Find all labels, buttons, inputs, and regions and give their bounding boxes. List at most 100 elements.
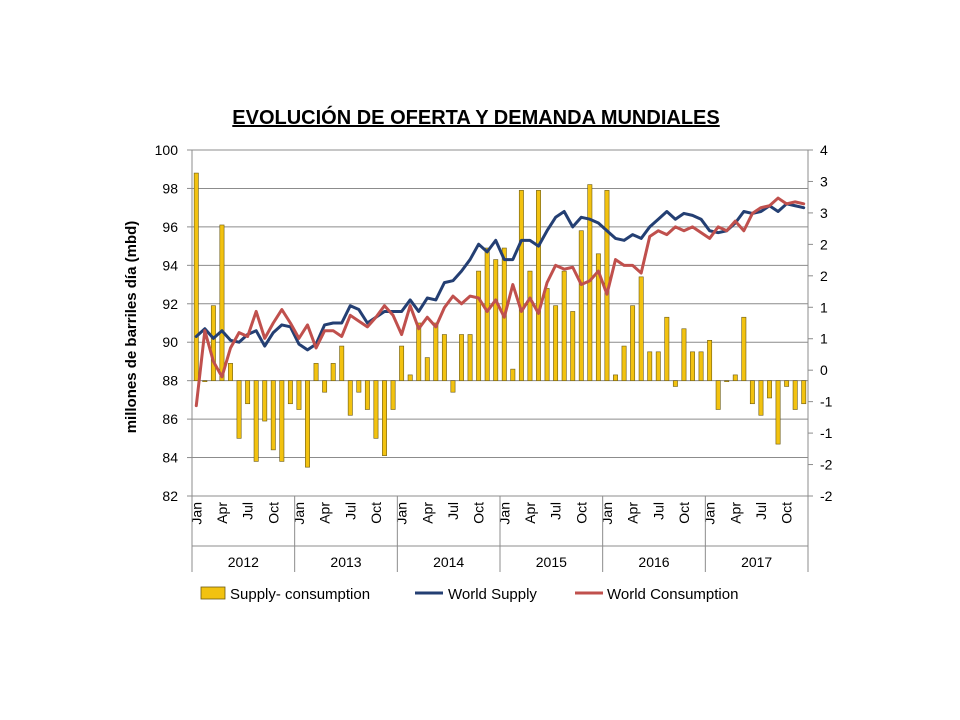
world-consumption-line [194, 196, 806, 408]
bar [305, 380, 310, 468]
y2-tick-label: 1 [820, 299, 828, 315]
x-month-label: Jan [188, 502, 204, 525]
bar [296, 380, 302, 410]
x-month-label: Oct [676, 502, 692, 524]
bar [322, 380, 328, 393]
bar [724, 380, 730, 382]
bar [630, 305, 636, 381]
year-label: 2012 [228, 554, 259, 570]
bar [476, 270, 482, 381]
bar [459, 334, 464, 381]
bar [749, 380, 755, 405]
x-month-label: Apr [419, 502, 435, 524]
bar [621, 345, 627, 381]
bar [364, 380, 370, 410]
x-month-label: Oct [779, 502, 795, 524]
bar [245, 380, 251, 405]
bar [655, 351, 661, 381]
x-month-label: Jan [291, 502, 307, 525]
bar [202, 380, 208, 382]
x-month-label: Jan [394, 502, 410, 525]
y2-tick-label: -1 [820, 394, 833, 410]
bar [484, 247, 490, 381]
x-month-label: Apr [214, 502, 230, 524]
bar [467, 334, 473, 381]
x-month-label: Oct [265, 502, 281, 524]
x-month-label: Oct [368, 502, 384, 524]
y-tick-label: 90 [162, 334, 178, 350]
bar [613, 374, 618, 381]
bar [801, 380, 807, 405]
bar [767, 380, 772, 399]
bar [390, 380, 396, 410]
year-label: 2013 [330, 554, 361, 570]
bar [347, 380, 353, 416]
x-month-label: Apr [317, 502, 333, 524]
bar [450, 380, 456, 393]
y-tick-label: 82 [162, 488, 178, 504]
bar [775, 380, 781, 445]
y-tick-label: 84 [162, 450, 178, 466]
legend-label: Supply- consumption [230, 586, 370, 603]
x-month-label: Jan [496, 502, 512, 525]
x-month-label: Apr [522, 502, 538, 524]
bar [270, 380, 276, 451]
bar [330, 363, 336, 381]
bar [784, 380, 790, 387]
bar [570, 311, 576, 381]
x-month-label: Oct [573, 502, 589, 524]
y2-tick-label: 4 [820, 142, 828, 158]
y2-tick-label: 2 [820, 236, 828, 252]
bar [193, 172, 199, 381]
x-month-label: Jul [753, 502, 769, 520]
legend-label: World Consumption [607, 586, 738, 603]
bar [228, 363, 233, 381]
bar [647, 351, 653, 381]
x-month-label: Jul [240, 502, 256, 520]
bar [287, 380, 293, 405]
bar [373, 380, 379, 439]
y-tick-label: 92 [162, 296, 178, 312]
bar [399, 345, 405, 381]
bar [382, 380, 387, 456]
bar [638, 276, 644, 381]
bar [262, 380, 268, 422]
year-label: 2016 [638, 554, 669, 570]
bar [236, 380, 242, 439]
bar [681, 328, 687, 381]
x-month-label: Jul [445, 502, 461, 520]
bar [578, 230, 584, 381]
y2-tick-label: -1 [820, 425, 833, 441]
gridlines [192, 149, 808, 497]
bar [424, 357, 430, 381]
y-tick-label: 86 [162, 411, 178, 427]
bar [553, 305, 559, 381]
y2-tick-label: 0 [820, 362, 828, 378]
bar [313, 363, 319, 381]
bar [219, 224, 225, 381]
legend-label: World Supply [448, 586, 537, 603]
bar-series [193, 172, 807, 468]
bar [664, 316, 670, 381]
x-month-label: Oct [471, 502, 487, 524]
y2-tick-label: 3 [820, 173, 828, 189]
year-label: 2015 [536, 554, 567, 570]
legend-swatch-bar [200, 586, 226, 600]
bar [732, 374, 738, 381]
x-month-label: Jul [548, 502, 564, 520]
bar [416, 322, 422, 381]
bar [672, 380, 678, 387]
bar [758, 380, 764, 416]
world-supply-line [194, 202, 806, 352]
bar [339, 345, 345, 381]
bar [510, 368, 516, 381]
bar [715, 380, 721, 410]
x-month-label: Jan [702, 502, 718, 525]
x-month-label: Apr [727, 502, 743, 524]
y-tick-label: 100 [155, 142, 179, 158]
bar [518, 190, 524, 381]
year-label: 2014 [433, 554, 464, 570]
axes: 82 84 86 88 90 92 94 96 98 100 -2 -2 -1 -1 0 1 1 2 2 3 3 4 Jan… [155, 142, 833, 572]
